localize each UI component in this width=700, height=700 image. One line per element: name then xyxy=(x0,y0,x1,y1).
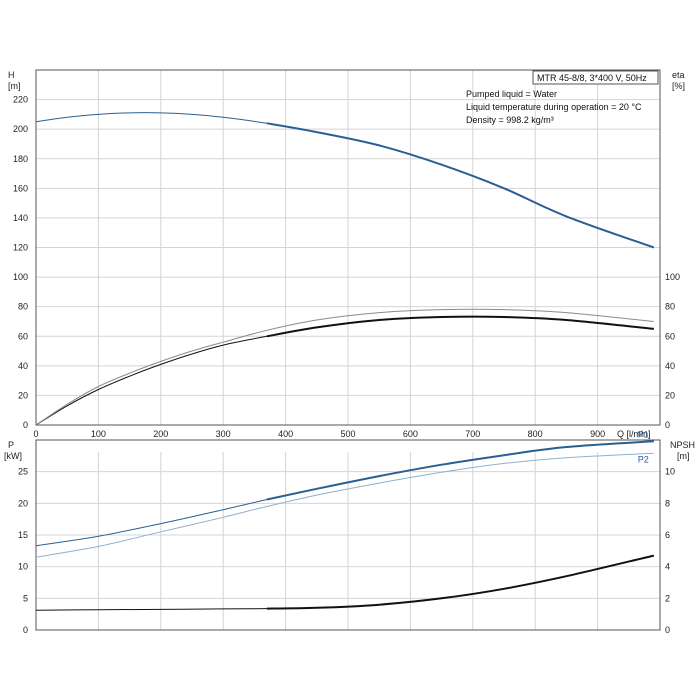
info-line-density: Density = 998.2 kg/m³ xyxy=(466,115,554,125)
y-axis-unit-eta: [%] xyxy=(672,81,685,91)
y-right-tick-label: 0 xyxy=(665,625,670,635)
y-left-tick-label: 80 xyxy=(18,302,28,312)
y-left-tick-label: 160 xyxy=(13,183,28,193)
y-axis-title-power: P xyxy=(8,440,14,450)
y-left-tick-label: 15 xyxy=(18,530,28,540)
series-line-0-0 xyxy=(35,112,654,248)
y-right-tick-label: 2 xyxy=(665,593,670,603)
y-left-tick-label: 60 xyxy=(18,331,28,341)
y-axis-unit-power: [kW] xyxy=(4,451,22,461)
y-right-tick-label: 8 xyxy=(665,498,670,508)
y-left-tick-label: 200 xyxy=(13,124,28,134)
legend-p2: P2 xyxy=(638,454,649,464)
series-line-p1 xyxy=(35,440,654,547)
series-line-p2 xyxy=(35,452,654,558)
x-tick-label: 200 xyxy=(153,429,168,439)
x-tick-label: 700 xyxy=(465,429,480,439)
y-left-tick-label: 25 xyxy=(18,467,28,477)
plot-frame xyxy=(35,69,661,426)
y-left-tick-label: 140 xyxy=(13,213,28,223)
y-left-tick-label: 40 xyxy=(18,361,28,371)
y-right-tick-label: 4 xyxy=(665,562,670,572)
y-right-tick-label: 20 xyxy=(665,390,675,400)
y-right-tick-label: 40 xyxy=(665,361,675,371)
y-left-tick-label: 220 xyxy=(13,95,28,105)
y-left-tick-label: 0 xyxy=(23,420,28,430)
series-line-1-2 xyxy=(35,555,654,611)
head-efficiency-panel: 0 20 40 60 80 100 120 140 160 180 200 220 0 20 40 60 80 1… xyxy=(13,69,680,439)
y-right-tick-label: 80 xyxy=(665,302,675,312)
series-line-operating-range xyxy=(266,554,655,610)
plot-frame xyxy=(35,439,661,631)
y-right-tick-label: 10 xyxy=(665,467,675,477)
x-tick-label: 400 xyxy=(278,429,293,439)
x-tick-label: 800 xyxy=(528,429,543,439)
y-axis-unit-npsh: [m] xyxy=(677,451,690,461)
x-tick-label: 500 xyxy=(340,429,355,439)
y-left-tick-label: 120 xyxy=(13,243,28,253)
series-line-0-1 xyxy=(35,316,654,426)
y-axis-title-npsh: NPSH xyxy=(670,440,695,450)
y-axis-title-eta: eta xyxy=(672,70,685,80)
x-tick-label: 300 xyxy=(216,429,231,439)
series-line-operating-range xyxy=(266,122,655,249)
info-line-temperature: Liquid temperature during operation = 20… xyxy=(466,102,642,112)
y-axis-unit-head: [m] xyxy=(8,81,21,91)
legend-p1: P1 xyxy=(638,429,649,439)
y-axis-title-head: H xyxy=(8,70,15,80)
x-tick-label: 600 xyxy=(403,429,418,439)
series-line-0-2 xyxy=(35,308,654,426)
info-box xyxy=(532,70,659,85)
x-tick-label: 100 xyxy=(91,429,106,439)
y-right-tick-label: 6 xyxy=(665,530,670,540)
power-npsh-panel: 0 5 10 15 20 25 0 2 4 6 8 10 xyxy=(18,439,675,635)
y-left-tick-label: 10 xyxy=(18,562,28,572)
y-left-tick-label: 100 xyxy=(13,272,28,282)
x-tick-label: 0 xyxy=(33,429,38,439)
series-line-operating-range xyxy=(266,440,654,501)
y-left-tick-label: 20 xyxy=(18,390,28,400)
y-left-tick-label: 180 xyxy=(13,154,28,164)
y-left-tick-label: 5 xyxy=(23,593,28,603)
y-right-tick-label: 0 xyxy=(665,420,670,430)
pump-model-label: MTR 45-8/8, 3*400 V, 50Hz xyxy=(537,73,647,83)
x-tick-label: 900 xyxy=(590,429,605,439)
y-right-tick-label: 60 xyxy=(665,331,675,341)
x-axis-title: Q [l/min] xyxy=(617,429,651,439)
info-line-liquid: Pumped liquid = Water xyxy=(466,89,557,99)
y-right-tick-label: 100 xyxy=(665,272,680,282)
series-line-operating-range xyxy=(266,315,654,338)
y-left-tick-label: 20 xyxy=(18,498,28,508)
y-left-tick-label: 0 xyxy=(23,625,28,635)
